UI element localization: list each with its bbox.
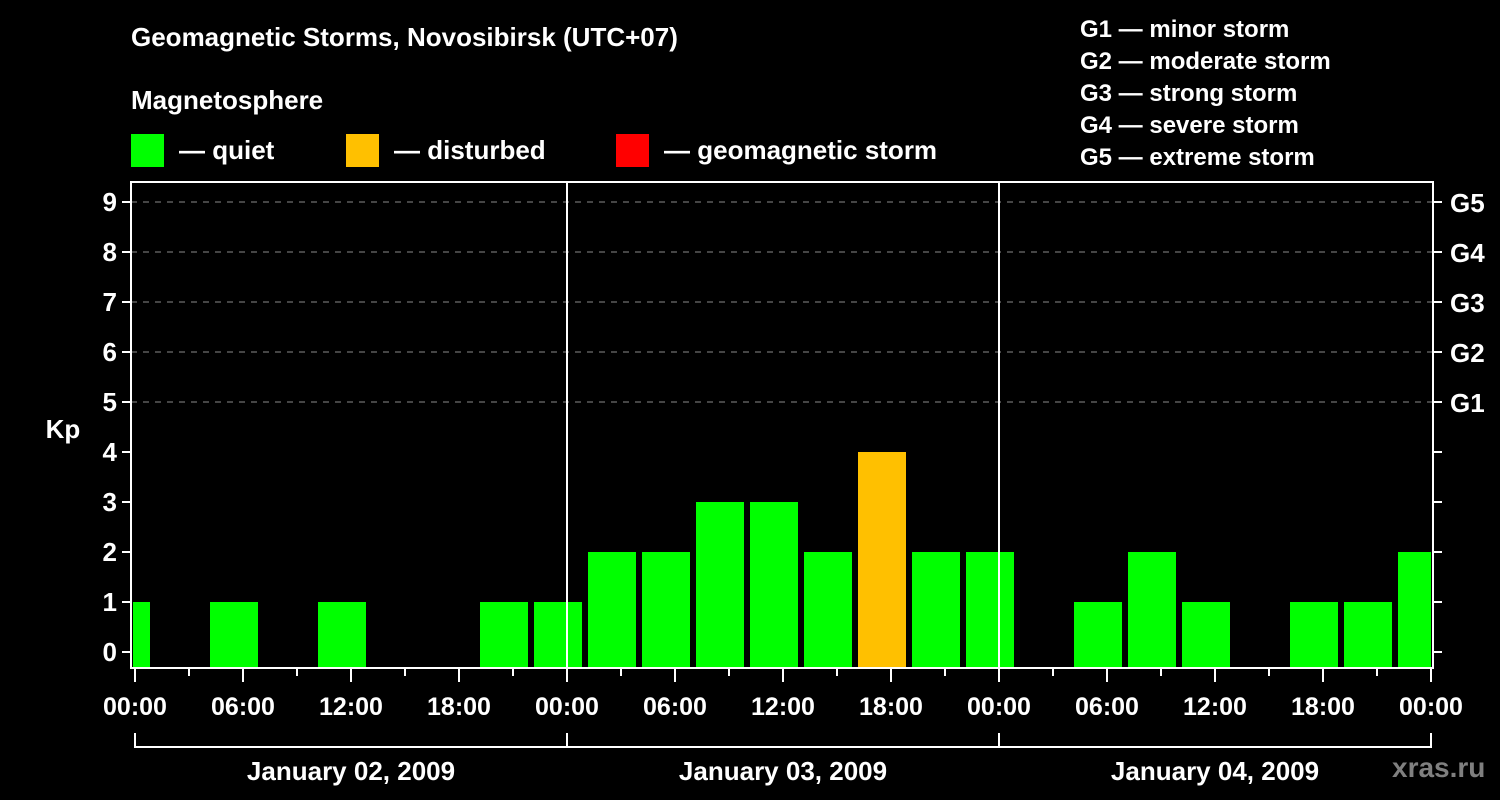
g-scale-g5: G5 — extreme storm	[1080, 144, 1315, 171]
legend-swatch-storm	[616, 134, 649, 167]
legend-label-storm: — geomagnetic storm	[664, 135, 938, 165]
kp-bar	[1290, 602, 1338, 668]
legend-swatch-quiet	[131, 134, 164, 167]
legend-label-disturbed: — disturbed	[394, 135, 546, 165]
g-scale-g2: G2 — moderate storm	[1080, 48, 1331, 75]
kp-bar	[1128, 552, 1176, 668]
y-tick-label: 4	[103, 437, 118, 467]
g-level-label: G5	[1450, 188, 1485, 218]
kp-bar	[1398, 552, 1431, 668]
kp-bar	[1182, 602, 1230, 668]
kp-bar	[642, 552, 690, 668]
x-tick-label: 12:00	[1183, 693, 1247, 721]
day-label: January 02, 2009	[247, 756, 455, 786]
day-label: January 04, 2009	[1111, 756, 1319, 786]
y-tick-label: 6	[103, 337, 117, 367]
x-tick-label: 00:00	[967, 693, 1031, 721]
kp-bar	[750, 502, 798, 668]
x-tick-label: 00:00	[103, 693, 167, 721]
g-level-label: G4	[1450, 238, 1485, 268]
kp-bar	[210, 602, 258, 668]
kp-bar	[480, 602, 528, 668]
kp-bar	[133, 602, 150, 668]
g-scale-legend: G1 — minor storm G2 — moderate storm G3 …	[1080, 14, 1331, 174]
g-level-label: G3	[1450, 288, 1485, 318]
watermark: xras.ru	[1392, 752, 1486, 783]
y-tick-label: 3	[103, 487, 117, 517]
day-label: January 03, 2009	[679, 756, 887, 786]
legend-item-disturbed: — disturbed	[346, 134, 546, 167]
x-tick-label: 12:00	[751, 693, 815, 721]
kp-bar	[912, 552, 960, 668]
g-scale-g4: G4 — severe storm	[1080, 112, 1299, 139]
legend-item-quiet: — quiet	[131, 134, 274, 167]
g-level-label: G2	[1450, 338, 1485, 368]
chart-title: Geomagnetic Storms, Novosibirsk (UTC+07)	[131, 22, 678, 52]
x-tick-label: 06:00	[1075, 693, 1139, 721]
x-tick-label: 00:00	[535, 693, 599, 721]
legend-label-quiet: — quiet	[179, 135, 275, 165]
g-scale-g1: G1 — minor storm	[1080, 16, 1290, 43]
y-tick-label: 8	[103, 237, 117, 267]
y-tick-label: 1	[103, 587, 117, 617]
y-tick-label: 7	[103, 287, 117, 317]
kp-bar	[696, 502, 744, 668]
x-tick-label: 06:00	[211, 693, 275, 721]
legend-item-storm: — geomagnetic storm	[616, 134, 937, 167]
x-tick-label: 18:00	[1291, 693, 1355, 721]
kp-bar	[1074, 602, 1122, 668]
legend-swatch-disturbed	[346, 134, 379, 167]
y-tick-label: 5	[103, 387, 117, 417]
chart-subtitle: Magnetosphere	[131, 85, 324, 115]
y-axis-label: Kp	[46, 414, 81, 444]
y-tick-label: 0	[103, 637, 117, 667]
kp-bar	[588, 552, 636, 668]
kp-bar	[1344, 602, 1392, 668]
kp-bar	[858, 452, 906, 668]
x-tick-label: 12:00	[319, 693, 383, 721]
x-tick-label: 00:00	[1399, 693, 1463, 721]
kp-bar	[534, 602, 582, 668]
kp-bar	[804, 552, 852, 668]
kp-bar	[318, 602, 366, 668]
g-scale-g3: G3 — strong storm	[1080, 80, 1298, 107]
y-tick-label: 2	[103, 537, 117, 567]
x-tick-label: 18:00	[859, 693, 923, 721]
x-tick-label: 18:00	[427, 693, 491, 721]
bars	[133, 452, 1431, 668]
y-tick-label: 9	[103, 187, 117, 217]
g-level-label: G1	[1450, 388, 1485, 418]
kp-bar	[966, 552, 1014, 668]
x-tick-label: 06:00	[643, 693, 707, 721]
